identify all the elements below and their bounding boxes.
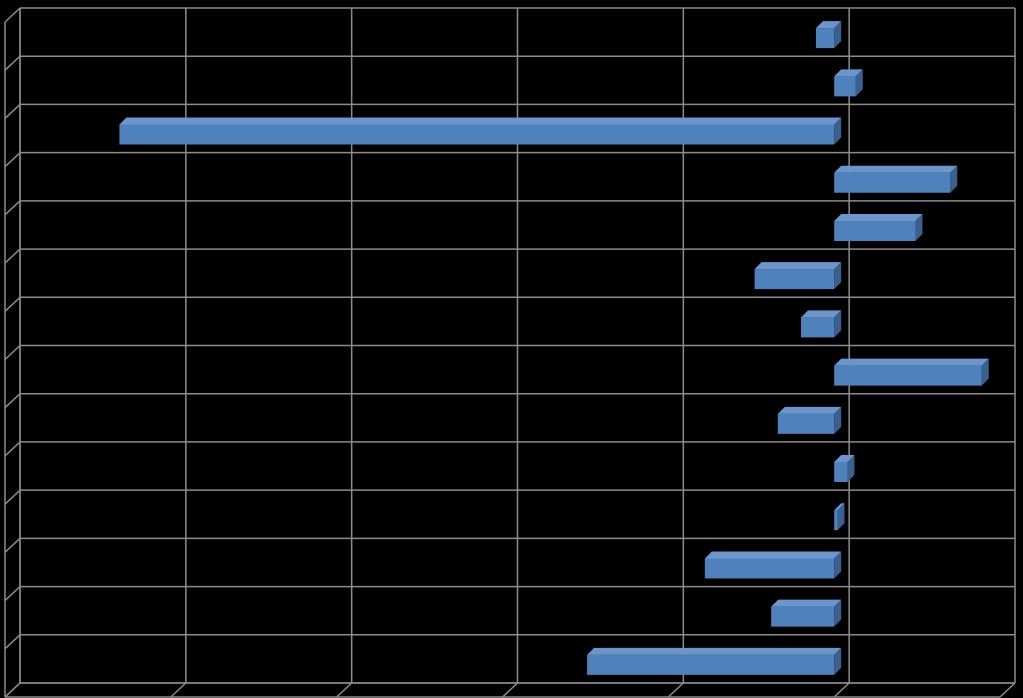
bar-side bbox=[834, 599, 842, 627]
floor-grid-line bbox=[170, 682, 187, 698]
left-wall-line bbox=[4, 152, 21, 168]
bar-side bbox=[847, 455, 855, 483]
bar-side bbox=[834, 262, 842, 290]
left-wall-line bbox=[4, 393, 21, 409]
left-wall-line bbox=[4, 344, 21, 361]
bar bbox=[754, 262, 842, 290]
bar-top bbox=[834, 358, 989, 366]
bar-top bbox=[119, 117, 842, 125]
bar-side bbox=[981, 358, 989, 386]
bar-front bbox=[834, 510, 838, 531]
left-wall-line bbox=[4, 441, 21, 457]
floor-grid-line bbox=[999, 682, 1016, 698]
bar-side bbox=[915, 213, 923, 241]
bar bbox=[834, 455, 855, 483]
floor-grid-line bbox=[833, 682, 850, 698]
bar-side bbox=[834, 117, 842, 145]
bar-front bbox=[834, 365, 982, 386]
bar-front bbox=[834, 220, 916, 241]
bar-top bbox=[834, 165, 958, 173]
left-wall-line bbox=[4, 103, 21, 119]
bar-front bbox=[834, 172, 951, 193]
left-wall-line bbox=[4, 634, 21, 650]
bar bbox=[704, 551, 842, 579]
bar bbox=[834, 358, 989, 386]
left-wall-line bbox=[4, 537, 21, 553]
bar bbox=[119, 117, 842, 145]
bar-front bbox=[704, 558, 835, 579]
left-wall-line bbox=[4, 7, 21, 23]
floor-grid-line bbox=[501, 682, 519, 698]
bar-top bbox=[587, 647, 842, 655]
bar-front bbox=[754, 269, 835, 290]
left-wall-line bbox=[4, 489, 21, 505]
bar bbox=[834, 165, 958, 193]
floor-grid-line bbox=[336, 682, 353, 698]
bar-side bbox=[834, 551, 842, 579]
bar-top bbox=[801, 310, 842, 318]
bar-side bbox=[834, 647, 842, 675]
bar-front bbox=[777, 413, 835, 434]
bar bbox=[834, 69, 863, 97]
bar-side bbox=[834, 21, 842, 49]
bar bbox=[834, 213, 923, 241]
bar-top bbox=[754, 262, 842, 270]
left-wall-line bbox=[4, 55, 21, 71]
bar-top bbox=[834, 69, 863, 77]
bar-front bbox=[815, 28, 835, 49]
bar-side bbox=[950, 165, 958, 193]
bar bbox=[587, 647, 842, 675]
bar bbox=[801, 310, 842, 338]
bar-side bbox=[855, 69, 863, 97]
bar-top bbox=[834, 503, 845, 511]
bar-front bbox=[587, 654, 835, 675]
bar-top bbox=[834, 455, 855, 463]
bar bbox=[815, 21, 842, 49]
left-wall-line bbox=[4, 200, 21, 216]
bar-top bbox=[777, 406, 842, 414]
bar-side bbox=[834, 406, 842, 434]
bar-front bbox=[801, 317, 835, 338]
left-wall-line bbox=[4, 586, 21, 602]
bar-side bbox=[837, 503, 845, 531]
bar-front bbox=[119, 124, 835, 145]
bar-front bbox=[834, 462, 848, 483]
bar bbox=[771, 599, 842, 627]
bar bbox=[834, 503, 845, 531]
floor-grid-line bbox=[4, 682, 21, 698]
left-wall-line bbox=[4, 296, 21, 312]
bar-top bbox=[834, 213, 923, 221]
bar-top bbox=[815, 21, 842, 29]
bar-top bbox=[704, 551, 842, 559]
bar-side bbox=[834, 310, 842, 338]
left-wall-line bbox=[4, 248, 21, 264]
bar bbox=[777, 406, 842, 434]
bar-top bbox=[771, 599, 842, 607]
bar-front bbox=[771, 606, 835, 627]
floor-grid-line bbox=[667, 682, 684, 698]
bar-front bbox=[834, 76, 856, 97]
